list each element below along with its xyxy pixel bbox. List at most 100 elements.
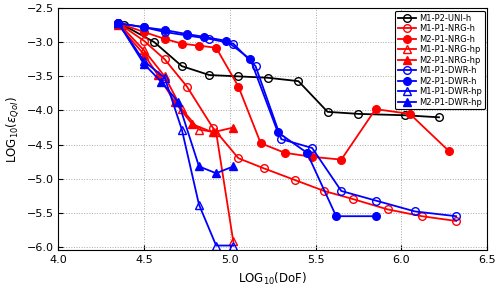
M1-P1-DWR-h: [184, 34, 190, 37]
M1-P1-DWR-hp: [213, 244, 219, 247]
Line: M2-P1-DWR-hp: M2-P1-DWR-hp: [114, 19, 238, 178]
M1-P1-NRG-h: [210, 126, 216, 129]
M1-P1-NRG-h: [116, 22, 121, 25]
M1-P1-DWR-h: [412, 210, 418, 213]
M2-P1-DWR-h: [275, 131, 281, 134]
M1-P1-NRG-hp: [179, 107, 185, 111]
Line: M2-P1-NRG-hp: M2-P1-NRG-hp: [114, 21, 238, 136]
M1-P1-DWR-h: [116, 22, 121, 25]
M2-P1-NRG-h: [282, 151, 288, 155]
M2-P1-DWR-hp: [141, 62, 147, 66]
M1-P1-NRG-h: [384, 208, 390, 211]
M1-P1-NRG-h: [321, 189, 327, 193]
M1-P1-DWR-h: [278, 137, 284, 141]
M2-P1-DWR-h: [224, 39, 230, 43]
M2-P1-DWR-h: [201, 35, 207, 39]
M2-P1-NRG-hp: [141, 53, 147, 56]
M1-P1-DWR-hp: [162, 76, 168, 79]
M1-P1-DWR-h: [141, 26, 147, 29]
M1-P2-UNI-h: [436, 116, 442, 119]
M2-P1-NRG-h: [446, 150, 452, 153]
M1-P1-DWR-h: [206, 37, 212, 41]
M1-P2-UNI-h: [152, 40, 158, 44]
M2-P1-DWR-hp: [213, 171, 219, 175]
M1-P2-UNI-h: [206, 73, 212, 77]
M1-P2-UNI-h: [264, 76, 270, 79]
M1-P1-DWR-h: [162, 30, 168, 34]
M2-P1-DWR-h: [304, 151, 310, 155]
M2-P1-NRG-hp: [189, 123, 195, 126]
M2-P1-DWR-h: [372, 214, 378, 218]
M1-P1-DWR-h: [309, 146, 315, 150]
M1-P1-NRG-h: [236, 157, 242, 160]
M1-P1-DWR-h: [252, 64, 258, 68]
M2-P1-DWR-hp: [176, 101, 182, 104]
M2-P1-DWR-hp: [116, 22, 121, 25]
M1-P1-DWR-hp: [116, 22, 121, 25]
M1-P1-NRG-h: [453, 219, 459, 223]
M1-P1-NRG-hp: [162, 74, 168, 78]
M1-P1-DWR-h: [338, 189, 344, 193]
M2-P1-DWR-h: [333, 214, 339, 218]
Line: M1-P1-DWR-h: M1-P1-DWR-h: [114, 19, 460, 220]
M2-P1-NRG-h: [116, 22, 121, 25]
M1-P1-DWR-hp: [141, 60, 147, 63]
M1-P1-DWR-h: [372, 199, 378, 202]
M1-P1-NRG-h: [419, 214, 425, 218]
M2-P1-NRG-h: [372, 107, 378, 111]
X-axis label: LOG$_{10}$(DoF): LOG$_{10}$(DoF): [238, 271, 307, 287]
M2-P1-DWR-h: [248, 58, 254, 61]
M2-P1-NRG-h: [141, 30, 147, 34]
M1-P2-UNI-h: [236, 74, 242, 78]
Line: M1-P1-DWR-hp: M1-P1-DWR-hp: [114, 19, 238, 250]
Legend: M1-P2-UNI-h, M1-P1-NRG-h, M2-P1-NRG-h, M1-P1-NRG-hp, M2-P1-NRG-hp, M1-P1-DWR-h, : M1-P2-UNI-h, M1-P1-NRG-h, M2-P1-NRG-h, M…: [395, 11, 484, 109]
M2-P1-NRG-hp: [230, 126, 236, 129]
M1-P1-NRG-hp: [116, 22, 121, 25]
M1-P1-NRG-h: [261, 167, 267, 170]
M1-P2-UNI-h: [296, 79, 302, 83]
M1-P1-NRG-h: [350, 197, 356, 201]
M1-P1-DWR-hp: [230, 244, 236, 247]
M2-P1-DWR-hp: [230, 165, 236, 168]
M2-P1-DWR-hp: [158, 80, 164, 84]
M2-P1-NRG-h: [258, 141, 264, 145]
M1-P2-UNI-h: [120, 24, 126, 27]
Line: M2-P1-DWR-h: M2-P1-DWR-h: [114, 19, 380, 220]
M2-P1-NRG-h: [309, 155, 315, 159]
M2-P1-NRG-h: [196, 44, 202, 47]
M1-P2-UNI-h: [402, 113, 407, 117]
M1-P1-NRG-hp: [141, 49, 147, 52]
M2-P1-NRG-hp: [210, 131, 216, 134]
M1-P1-DWR-hp: [196, 203, 202, 206]
M1-P1-DWR-h: [230, 42, 236, 45]
M2-P1-DWR-h: [184, 32, 190, 36]
M2-P1-NRG-hp: [172, 101, 178, 104]
M1-P1-DWR-h: [453, 214, 459, 218]
Line: M1-P1-NRG-hp: M1-P1-NRG-hp: [114, 19, 238, 246]
M1-P1-DWR-hp: [179, 128, 185, 131]
M1-P1-NRG-h: [141, 39, 147, 43]
M2-P1-NRG-h: [179, 42, 185, 45]
M2-P1-DWR-h: [116, 22, 121, 25]
M1-P1-NRG-h: [162, 58, 168, 61]
M2-P1-DWR-h: [141, 26, 147, 29]
M1-P1-NRG-h: [184, 85, 190, 88]
M1-P1-NRG-h: [292, 178, 298, 182]
M1-P1-NRG-hp: [230, 240, 236, 243]
M2-P1-DWR-h: [162, 28, 168, 32]
M2-P1-NRG-h: [338, 158, 344, 161]
Y-axis label: LOG$_{10}$($\epsilon_{QoI}$): LOG$_{10}$($\epsilon_{QoI}$): [4, 96, 21, 163]
M2-P1-NRG-hp: [116, 24, 121, 27]
M1-P1-NRG-hp: [196, 128, 202, 131]
M2-P1-NRG-h: [213, 46, 219, 49]
M2-P1-NRG-h: [407, 112, 413, 116]
M1-P1-NRG-hp: [213, 131, 219, 134]
Line: M1-P1-NRG-h: M1-P1-NRG-h: [114, 19, 460, 225]
M2-P1-DWR-hp: [196, 165, 202, 168]
M1-P2-UNI-h: [356, 112, 362, 116]
M1-P2-UNI-h: [324, 110, 330, 113]
Line: M1-P2-UNI-h: M1-P2-UNI-h: [120, 22, 443, 121]
M2-P1-NRG-hp: [155, 73, 161, 77]
M2-P1-NRG-h: [236, 85, 242, 88]
Line: M2-P1-NRG-h: M2-P1-NRG-h: [114, 19, 453, 164]
